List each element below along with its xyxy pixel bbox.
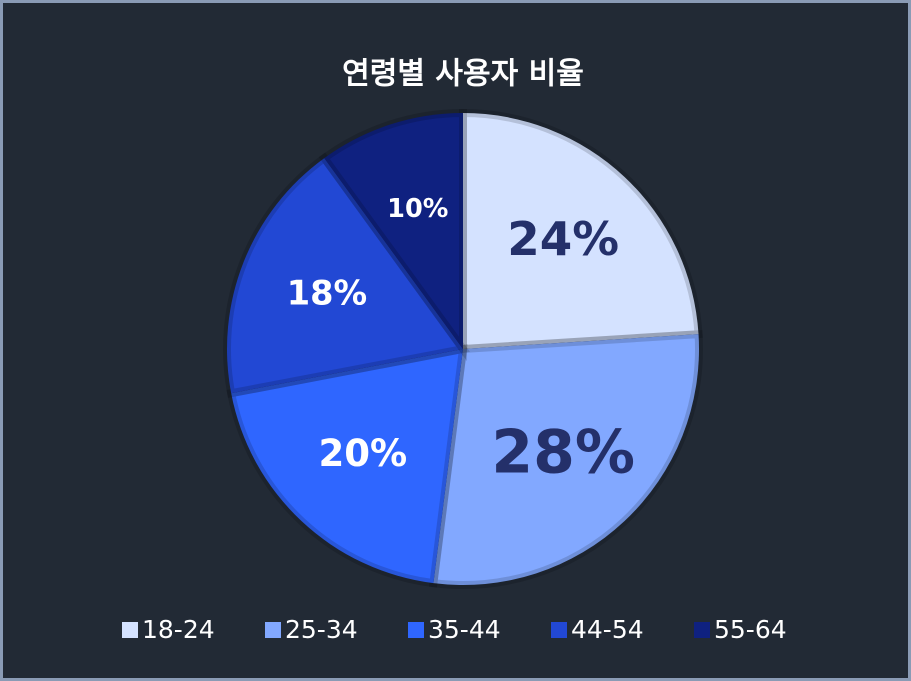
legend-swatch (122, 622, 138, 638)
pie-slice (459, 108, 703, 354)
pie-slice (318, 108, 467, 362)
legend-swatch (265, 622, 281, 638)
legend-swatch (408, 622, 424, 638)
data-label: 18% (287, 274, 367, 313)
pie-slice (223, 152, 470, 398)
pie-slice (428, 329, 703, 589)
legend-label: 25-34 (285, 615, 358, 644)
pie-slice (226, 344, 468, 588)
legend-label: 55-64 (714, 615, 787, 644)
data-label: 20% (318, 432, 407, 475)
legend-label: 35-44 (428, 615, 501, 644)
data-label: 28% (491, 417, 635, 487)
legend-swatch (694, 622, 710, 638)
data-label: 10% (387, 194, 448, 224)
chart-title: 연령별 사용자 비율 (342, 57, 584, 92)
legend-label: 18-24 (142, 615, 215, 644)
legend-swatch (551, 622, 567, 638)
legend-label: 44-54 (571, 615, 644, 644)
data-label: 24% (507, 213, 619, 267)
